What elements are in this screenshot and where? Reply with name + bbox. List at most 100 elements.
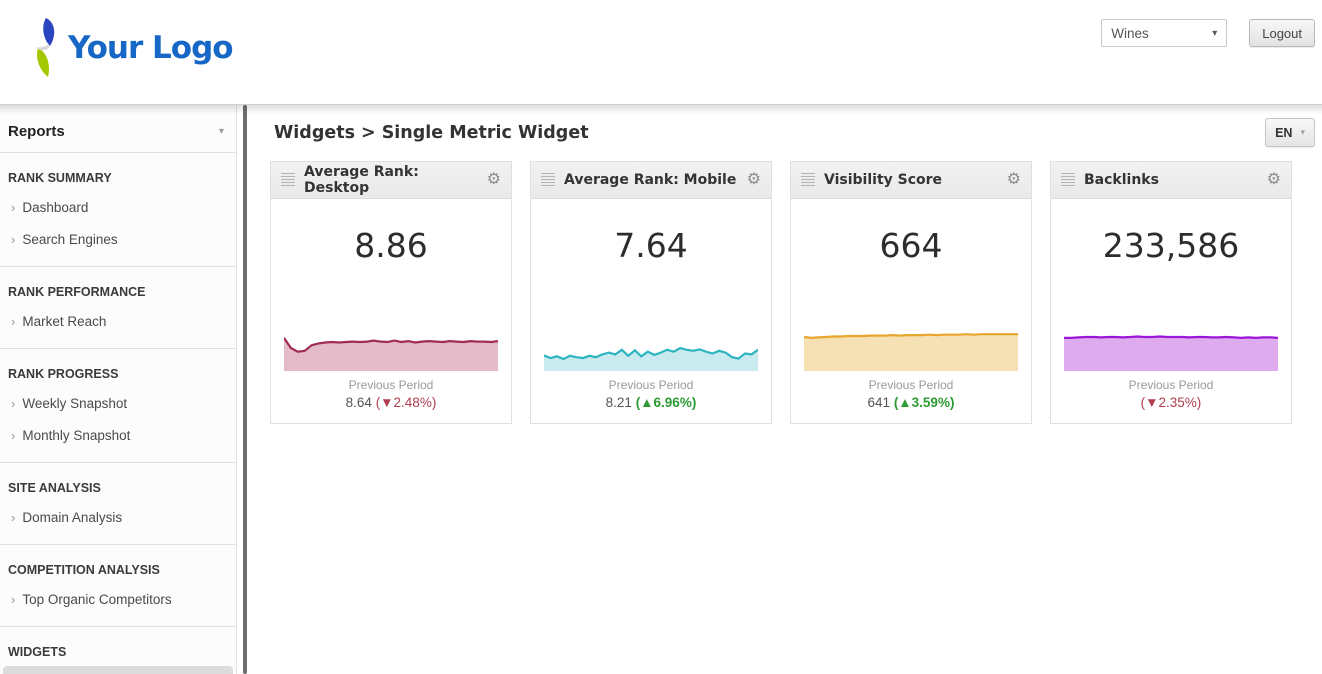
widget-header[interactable]: Visibility Score ⚙ xyxy=(791,162,1031,199)
logo-text: Your Logo xyxy=(68,30,234,66)
gear-icon[interactable]: ⚙ xyxy=(746,171,761,188)
chevron-right-icon: › xyxy=(11,314,16,329)
previous-period-label: Previous Period xyxy=(1128,378,1214,392)
language-button[interactable]: EN ▾ xyxy=(1265,118,1315,147)
sidebar-section-title: RANK PERFORMANCE xyxy=(8,285,146,299)
chevron-right-icon: › xyxy=(11,232,16,247)
change-percentage: (▼2.48%) xyxy=(375,395,437,410)
drag-handle-icon[interactable] xyxy=(541,172,555,188)
sidebar-item[interactable]: › Search Engines xyxy=(3,224,233,255)
sidebar-item[interactable]: › Weekly Snapshot xyxy=(3,388,233,419)
main-row: Reports ▾ RANK SUMMARY › Dashboard › Sea… xyxy=(0,104,1322,674)
sidebar-section: WIDGETS › Single Metric Widget xyxy=(0,627,236,674)
sidebar-item[interactable]: › Domain Analysis xyxy=(3,502,233,533)
sidebar-section: SITE ANALYSIS › Domain Analysis xyxy=(0,463,236,545)
sidebar-title: Reports xyxy=(8,123,65,140)
language-label: EN xyxy=(1275,125,1293,140)
widget-title: Average Rank: Mobile xyxy=(564,172,737,188)
drag-handle-icon[interactable] xyxy=(281,172,295,188)
sidebar-item[interactable]: › Dashboard xyxy=(3,192,233,223)
widget-title: Average Rank: Desktop xyxy=(304,164,419,196)
previous-period-label: Previous Period xyxy=(348,378,434,392)
previous-period-change: 8.21 (▲6.96%) xyxy=(531,395,771,410)
site-select[interactable]: Wines ▾ xyxy=(1101,19,1228,47)
gear-icon[interactable]: ⚙ xyxy=(486,171,501,188)
sidebar-item-label: Search Engines xyxy=(22,232,118,247)
breadcrumb-parent: Widgets xyxy=(274,122,356,143)
metric-widget-card: Average Rank: Desktop ⚙ 8.86 Previous Pe… xyxy=(270,161,512,424)
page-header: Widgets > Single Metric Widget EN ▾ xyxy=(250,105,1322,155)
scrollbar-thumb[interactable] xyxy=(243,105,247,674)
chevron-right-icon: › xyxy=(11,396,16,411)
change-percentage: (▼2.35%) xyxy=(1140,395,1202,410)
sidebar-sections: RANK SUMMARY › Dashboard › Search Engine… xyxy=(0,153,236,674)
previous-period-value: 641 xyxy=(867,395,894,410)
sidebar-section-title: RANK PROGRESS xyxy=(8,367,119,381)
chevron-right-icon: › xyxy=(11,592,16,607)
widget-header[interactable]: Backlinks ⚙ xyxy=(1051,162,1291,199)
metric-widget-card: Backlinks ⚙ 233,586 Previous Period (▼2.… xyxy=(1050,161,1292,424)
widget-body: 664 Previous Period 641 (▲3.59%) xyxy=(791,226,1031,423)
gear-icon[interactable]: ⚙ xyxy=(1266,171,1281,188)
metric-value: 664 xyxy=(879,226,943,265)
widget-body: 233,586 Previous Period (▼2.35%) xyxy=(1051,226,1291,423)
sidebar-item[interactable]: › Single Metric Widget xyxy=(3,666,233,674)
sidebar: Reports ▾ RANK SUMMARY › Dashboard › Sea… xyxy=(0,105,237,674)
vertical-scrollbar[interactable] xyxy=(237,105,250,674)
metric-widget-card: Average Rank: Mobile ⚙ 7.64 Previous Per… xyxy=(530,161,772,424)
sidebar-item[interactable]: › Monthly Snapshot xyxy=(3,420,233,451)
previous-period-value: 8.21 xyxy=(605,395,636,410)
sparkline-chart xyxy=(1064,335,1278,371)
breadcrumb-separator: > xyxy=(361,122,376,143)
sidebar-item[interactable]: › Market Reach xyxy=(3,306,233,337)
sidebar-section: RANK SUMMARY › Dashboard › Search Engine… xyxy=(0,153,236,267)
logo[interactable]: Your Logo xyxy=(24,16,234,80)
sidebar-item-label: Market Reach xyxy=(22,314,107,329)
metric-value: 8.86 xyxy=(354,226,428,265)
site-select-value: Wines xyxy=(1111,25,1149,41)
sidebar-item-label: Weekly Snapshot xyxy=(22,396,128,411)
gear-icon[interactable]: ⚙ xyxy=(1006,171,1021,188)
previous-period-change: 8.64 (▼2.48%) xyxy=(271,395,511,410)
sidebar-item-label: Dashboard xyxy=(22,200,89,215)
sidebar-item-label: Domain Analysis xyxy=(22,510,123,525)
logo-leaf-icon xyxy=(36,18,55,77)
widget-body: 7.64 Previous Period 8.21 (▲6.96%) xyxy=(531,226,771,423)
sidebar-section-title: SITE ANALYSIS xyxy=(8,481,101,495)
breadcrumb-current: Single Metric Widget xyxy=(381,122,589,143)
main-content: Widgets > Single Metric Widget EN ▾ Averag… xyxy=(250,105,1322,674)
sidebar-section: RANK PROGRESS › Weekly Snapshot › Monthl… xyxy=(0,349,236,463)
change-percentage: (▲3.59%) xyxy=(893,395,955,410)
sidebar-section: RANK PERFORMANCE › Market Reach xyxy=(0,267,236,349)
sidebar-section-title: RANK SUMMARY xyxy=(8,171,112,185)
sidebar-item[interactable]: › Top Organic Competitors xyxy=(3,584,233,615)
drag-handle-icon[interactable] xyxy=(801,172,815,188)
widget-header[interactable]: Average Rank: Mobile ⚙ xyxy=(531,162,771,199)
sidebar-section-title: WIDGETS xyxy=(8,645,67,659)
breadcrumb: Widgets > Single Metric Widget xyxy=(274,123,589,143)
chevron-right-icon: › xyxy=(11,428,16,443)
previous-period-label: Previous Period xyxy=(868,378,954,392)
caret-down-icon: ▾ xyxy=(1300,127,1305,137)
metric-value: 7.64 xyxy=(614,226,688,265)
header-controls: Wines ▾ Logout xyxy=(1101,19,1315,47)
sparkline-chart xyxy=(804,333,1018,371)
caret-down-icon[interactable]: ▾ xyxy=(218,126,224,137)
sidebar-title-row[interactable]: Reports ▾ xyxy=(0,109,236,153)
sidebar-item-label: Monthly Snapshot xyxy=(22,428,131,443)
sidebar-section: COMPETITION ANALYSIS › Top Organic Compe… xyxy=(0,545,236,627)
previous-period-label: Previous Period xyxy=(608,378,694,392)
drag-handle-icon[interactable] xyxy=(1061,172,1075,188)
previous-period-change: 641 (▲3.59%) xyxy=(791,395,1031,410)
chevron-right-icon: › xyxy=(11,200,16,215)
sidebar-section-title: COMPETITION ANALYSIS xyxy=(8,563,160,577)
metric-value: 233,586 xyxy=(1102,226,1240,265)
widget-title: Visibility Score xyxy=(824,172,943,188)
previous-period-value: 8.64 xyxy=(345,395,376,410)
logout-button[interactable]: Logout xyxy=(1249,19,1315,47)
widgets-row: Average Rank: Desktop ⚙ 8.86 Previous Pe… xyxy=(250,155,1322,424)
sidebar-item-label: Top Organic Competitors xyxy=(22,592,172,607)
widget-title: Backlinks xyxy=(1084,172,1159,188)
app-header: Your Logo Wines ▾ Logout xyxy=(0,0,1322,104)
widget-header[interactable]: Average Rank: Desktop ⚙ xyxy=(271,162,511,199)
